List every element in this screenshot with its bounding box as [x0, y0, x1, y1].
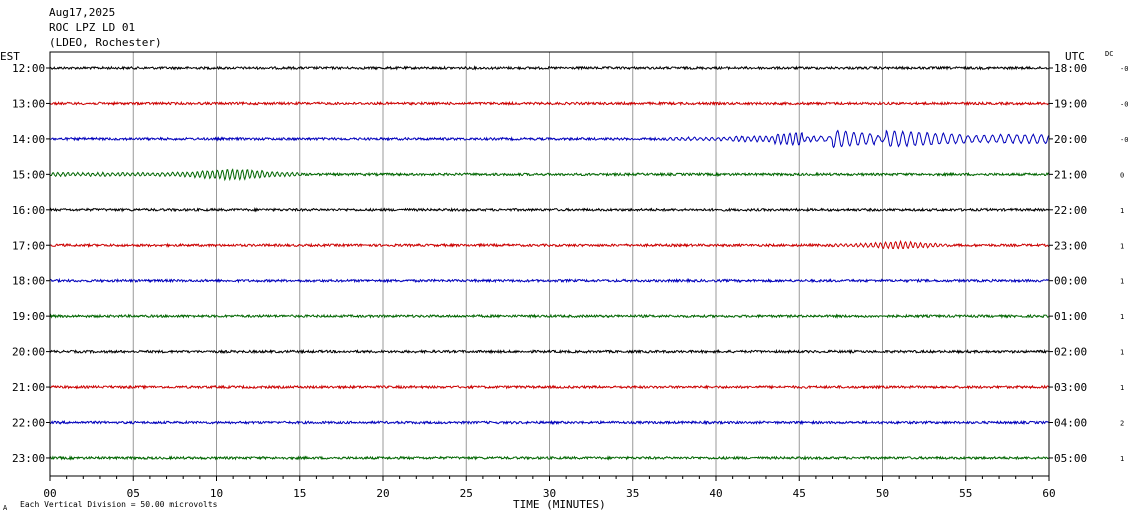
dc-label: -0	[1120, 65, 1128, 73]
utc-label: 23:00	[1054, 239, 1087, 252]
dc-label: 1	[1120, 278, 1124, 286]
row-labels: 12:00 18:00 -0 13:00 19:00 -0 14:00 20:00 -0 15:0…	[12, 62, 1128, 465]
x-tick-label: 30	[543, 487, 556, 500]
trace-line	[49, 313, 1050, 319]
chart-header: Aug17,2025 ROC LPZ LD 01 (LDEO, Rocheste…	[49, 6, 162, 49]
x-tick-label: 05	[127, 487, 140, 500]
x-tick-label: 55	[959, 487, 972, 500]
est-label: 14:00	[12, 133, 45, 146]
footer-symbol: A	[3, 504, 8, 512]
x-tick-label: 45	[793, 487, 806, 500]
trace-line	[49, 384, 1050, 390]
dc-label: 1	[1120, 207, 1124, 215]
est-label: 17:00	[12, 239, 45, 252]
utc-label: 01:00	[1054, 310, 1087, 323]
dc-label: 1	[1120, 455, 1124, 463]
est-label: 23:00	[12, 452, 45, 465]
dc-label: -0	[1120, 136, 1128, 144]
time-grid	[132, 52, 967, 476]
est-label: 18:00	[12, 275, 45, 288]
x-tick-label: 20	[376, 487, 389, 500]
utc-label: 00:00	[1054, 275, 1087, 288]
est-label: 12:00	[12, 62, 45, 75]
est-label: 13:00	[12, 97, 45, 110]
left-axis-title: EST	[0, 50, 20, 63]
est-label: 21:00	[12, 381, 45, 394]
x-axis: 00 05 10 15 20 25 30 35 40 45 50 55 60	[43, 476, 1056, 500]
trace-line	[49, 419, 1050, 426]
trace-line	[49, 455, 1050, 461]
utc-label: 18:00	[1054, 62, 1087, 75]
trace-line	[49, 277, 1050, 284]
x-tick-label: 35	[626, 487, 639, 500]
utc-label: 20:00	[1054, 133, 1087, 146]
x-tick-label: 15	[293, 487, 306, 500]
header-station: ROC LPZ LD 01	[49, 21, 135, 34]
x-axis-label: TIME (MINUTES)	[513, 498, 606, 511]
header-location: (LDEO, Rochester)	[49, 36, 162, 49]
utc-label: 02:00	[1054, 346, 1087, 359]
trace-line	[49, 239, 1050, 250]
utc-label: 22:00	[1054, 204, 1087, 217]
dc-label: 0	[1120, 171, 1124, 179]
dc-label: 1	[1120, 349, 1124, 357]
utc-label: 05:00	[1054, 452, 1087, 465]
trace-line	[49, 100, 1050, 107]
x-tick-label: 50	[876, 487, 889, 500]
est-label: 22:00	[12, 417, 45, 430]
x-tick-label: 00	[43, 487, 56, 500]
utc-label: 03:00	[1054, 381, 1087, 394]
dc-label: 2	[1120, 420, 1124, 428]
seismic-traces	[49, 65, 1050, 461]
utc-label: 04:00	[1054, 417, 1087, 430]
dc-label: 1	[1120, 313, 1124, 321]
est-label: 16:00	[12, 204, 45, 217]
est-label: 15:00	[12, 168, 45, 181]
dc-axis-title: DC	[1105, 50, 1113, 58]
x-tick-label: 25	[460, 487, 473, 500]
utc-label: 21:00	[1054, 168, 1087, 181]
x-tick-label: 10	[210, 487, 223, 500]
header-date: Aug17,2025	[49, 6, 115, 19]
dc-label: 1	[1120, 384, 1124, 392]
est-label: 20:00	[12, 346, 45, 359]
trace-line	[49, 206, 1050, 213]
right-axis-title: UTC	[1065, 50, 1085, 63]
trace-line	[49, 129, 1050, 149]
utc-label: 19:00	[1054, 97, 1087, 110]
x-tick-label: 40	[709, 487, 722, 500]
trace-line	[49, 348, 1050, 355]
dc-label: 1	[1120, 242, 1124, 250]
x-tick-label: 60	[1042, 487, 1055, 500]
est-label: 19:00	[12, 310, 45, 323]
trace-line	[49, 168, 1050, 182]
trace-line	[49, 65, 1050, 71]
dc-label: -0	[1120, 100, 1128, 108]
footer-note: Each Vertical Division = 50.00 microvolt…	[20, 500, 218, 509]
